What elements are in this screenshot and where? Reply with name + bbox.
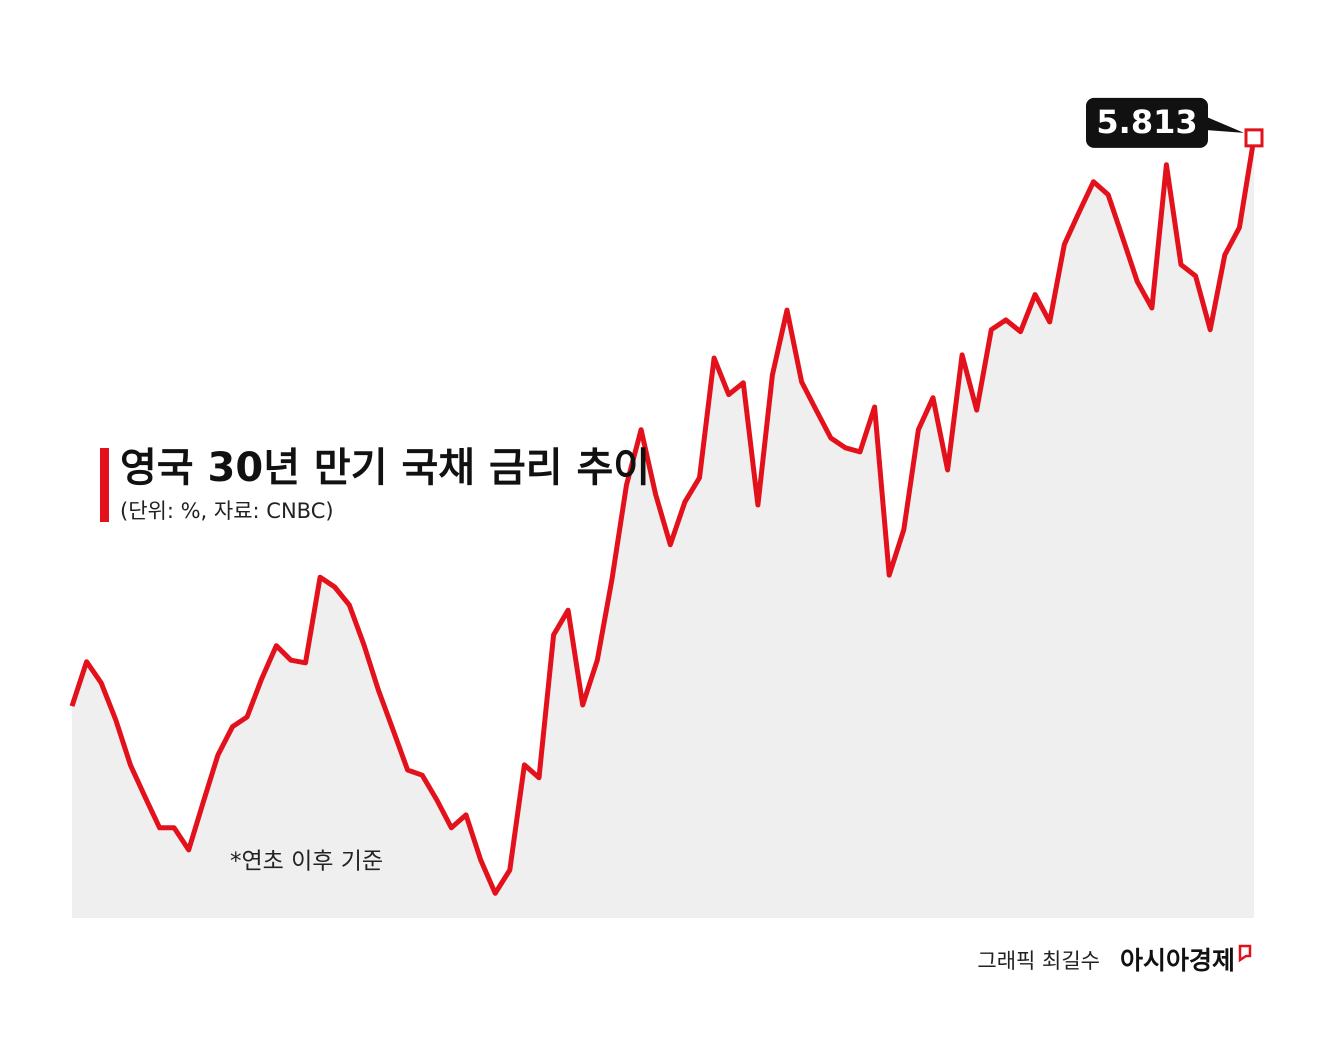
brand-icon bbox=[1238, 944, 1252, 963]
chart-title: 영국 30년 만기 국채 금리 추이 bbox=[120, 445, 650, 491]
credit: 그래픽 최길수 bbox=[977, 949, 1100, 973]
line bbox=[69, 137, 1257, 896]
annotation: *연초 이후 기준 bbox=[230, 849, 383, 875]
title-bar bbox=[100, 448, 109, 522]
callout-pointer bbox=[1204, 115, 1244, 133]
end-marker bbox=[1244, 128, 1264, 148]
chart-subtitle: (단위: %, 자료: CNBC) bbox=[120, 499, 334, 523]
callout-box bbox=[1086, 97, 1208, 148]
brand: 아시아경제 bbox=[1120, 946, 1235, 975]
value-label: 5.813 bbox=[1096, 103, 1197, 141]
plot: 5.813 bbox=[69, 97, 1264, 918]
